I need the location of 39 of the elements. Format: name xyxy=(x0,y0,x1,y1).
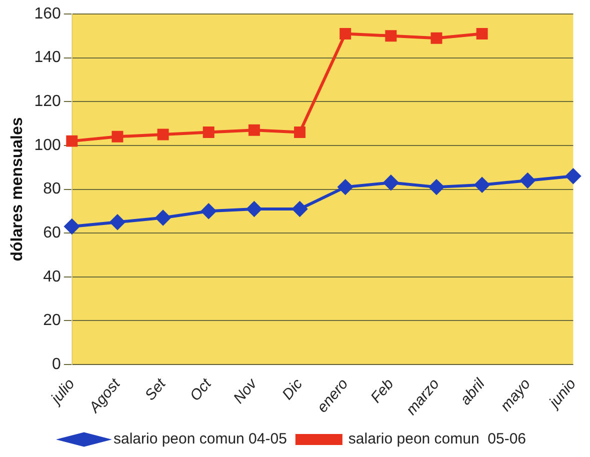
point xyxy=(66,135,78,147)
x-tick-label: Set xyxy=(142,374,170,404)
x-tick-label: Dic xyxy=(279,375,306,404)
point xyxy=(385,30,397,42)
point xyxy=(566,168,581,184)
point xyxy=(64,218,80,234)
x-tick-label: Feb xyxy=(368,376,398,406)
x-tick-label: Nov xyxy=(230,374,262,407)
point xyxy=(248,124,260,136)
point xyxy=(157,128,169,140)
x-tick-label: Oct xyxy=(186,374,216,404)
point xyxy=(474,177,490,192)
y-tick-label: 80 xyxy=(43,180,61,198)
point xyxy=(246,201,262,216)
point xyxy=(428,180,444,195)
y-tick-label: 0 xyxy=(52,356,61,373)
legend-label: salario peon comun 04-05 xyxy=(113,430,287,448)
point xyxy=(383,175,398,190)
point xyxy=(520,172,536,188)
point xyxy=(110,214,125,230)
point xyxy=(294,126,306,138)
point xyxy=(476,28,488,40)
legend-label: salario peon comun 05-06 xyxy=(348,430,526,448)
y-tick-label: 60 xyxy=(43,224,61,242)
point xyxy=(156,210,171,226)
point xyxy=(112,130,124,142)
point xyxy=(292,201,308,216)
y-tick-label: 40 xyxy=(43,268,61,286)
point xyxy=(340,28,352,40)
y-tick-label: 20 xyxy=(43,312,61,330)
y-tick-label: 140 xyxy=(34,49,61,66)
y-tick-label: 120 xyxy=(34,93,61,110)
point xyxy=(202,126,214,138)
point xyxy=(430,32,442,44)
y-tick-label: 100 xyxy=(34,136,61,154)
point xyxy=(201,204,216,219)
y-tick-label: 160 xyxy=(34,5,61,22)
y-axis-title: dólares mensuales xyxy=(9,117,26,262)
point xyxy=(338,180,353,195)
